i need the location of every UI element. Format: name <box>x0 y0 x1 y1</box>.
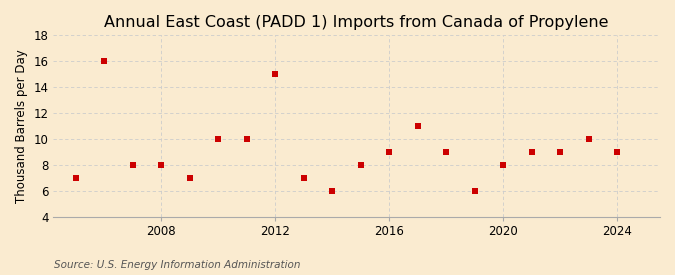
Point <box>497 163 508 167</box>
Point <box>99 59 109 64</box>
Point <box>213 137 223 141</box>
Point <box>526 150 537 154</box>
Point <box>270 72 281 76</box>
Point <box>384 150 395 154</box>
Point <box>469 189 480 193</box>
Title: Annual East Coast (PADD 1) Imports from Canada of Propylene: Annual East Coast (PADD 1) Imports from … <box>104 15 609 30</box>
Point <box>612 150 622 154</box>
Point <box>583 137 594 141</box>
Text: Source: U.S. Energy Information Administration: Source: U.S. Energy Information Administ… <box>54 260 300 270</box>
Point <box>156 163 167 167</box>
Point <box>241 137 252 141</box>
Point <box>441 150 452 154</box>
Point <box>355 163 366 167</box>
Point <box>555 150 566 154</box>
Point <box>70 176 81 180</box>
Point <box>412 124 423 128</box>
Y-axis label: Thousand Barrels per Day: Thousand Barrels per Day <box>15 49 28 203</box>
Point <box>327 189 338 193</box>
Point <box>184 176 195 180</box>
Point <box>127 163 138 167</box>
Point <box>298 176 309 180</box>
